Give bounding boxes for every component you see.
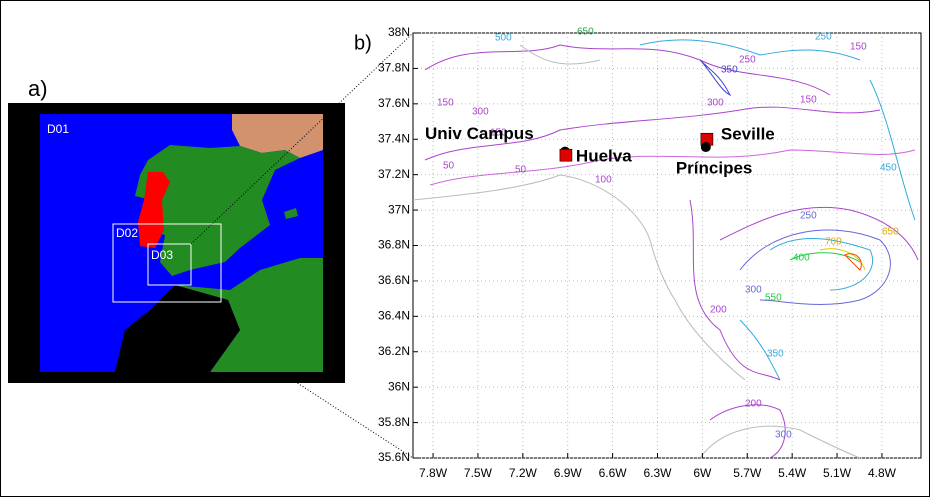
- panel-label: b): [354, 32, 372, 54]
- x-tick-label: 7.8W: [419, 466, 448, 480]
- site-label: Príncipes: [676, 159, 753, 178]
- x-tick-label: 5.7W: [733, 466, 762, 480]
- contour-label: 150: [850, 42, 867, 53]
- domain-label: D02: [116, 226, 138, 240]
- contour-label: 450: [880, 163, 897, 174]
- x-tick-label: 6.6W: [599, 466, 628, 480]
- x-tick-label: 6.9W: [554, 466, 583, 480]
- contour-label: 250: [739, 55, 756, 66]
- y-tick-label: 37.6N: [378, 96, 410, 110]
- contour-label: 350: [767, 349, 784, 360]
- contour-label: 100: [595, 175, 612, 186]
- x-tick-label: 7.2W: [509, 466, 538, 480]
- site-marker: [560, 149, 572, 161]
- domain-label: D01: [47, 122, 69, 136]
- contour-label: 200: [710, 305, 727, 316]
- contour-label: 650: [882, 227, 899, 238]
- panel-label: a): [28, 76, 48, 101]
- x-tick-label: 5.1W: [823, 466, 852, 480]
- contour-label: 650: [577, 27, 594, 38]
- y-tick-label: 37.8N: [378, 61, 410, 75]
- contour-label: 500: [495, 33, 512, 44]
- contour-label: 700: [825, 237, 842, 248]
- contour-label: 150: [800, 95, 817, 106]
- site-label: Seville: [721, 125, 775, 144]
- contour-label: 150: [437, 98, 454, 109]
- y-tick-label: 36.6N: [378, 273, 410, 287]
- contour-label: 200: [745, 399, 762, 410]
- x-tick-label: 6.3W: [643, 466, 672, 480]
- site-marker: [701, 142, 711, 152]
- y-tick-label: 37.4N: [378, 131, 410, 145]
- contour-label: 400: [793, 253, 810, 264]
- x-tick-label: 7.5W: [464, 466, 493, 480]
- contour-label: 300: [775, 430, 792, 441]
- y-tick-label: 36.2N: [378, 344, 410, 358]
- y-tick-label: 36.8N: [378, 238, 410, 252]
- figure: a) D01 D02 D03 b) 1: [0, 0, 930, 497]
- y-tick-label: 36.4N: [378, 309, 410, 323]
- contour-label: 350: [721, 65, 738, 76]
- y-tick-label: 35.8N: [378, 415, 410, 429]
- contour-label: 50: [515, 165, 527, 176]
- site-label: Univ Campus: [425, 124, 534, 143]
- x-tick-label: 6W: [693, 466, 712, 480]
- x-tick-label: 4.8W: [868, 466, 897, 480]
- contour-label: 300: [472, 107, 489, 118]
- y-tick-label: 37.2N: [378, 167, 410, 181]
- site-label: Huelva: [576, 147, 632, 166]
- contour-label: 550: [765, 293, 782, 304]
- contour-label: 300: [745, 285, 762, 296]
- x-tick-label: 5.4W: [778, 466, 807, 480]
- y-tick-label: 35.6N: [378, 450, 410, 464]
- contour-label: 300: [707, 98, 724, 109]
- y-tick-label: 37N: [388, 202, 410, 216]
- domain-map: [40, 114, 323, 372]
- y-tick-label: 38N: [388, 25, 410, 39]
- contour-label: 250: [800, 211, 817, 222]
- y-tick-label: 36N: [388, 379, 410, 393]
- contour-label: 50: [443, 161, 455, 172]
- contour-label: 250: [815, 32, 832, 43]
- domain-label: D03: [151, 248, 173, 262]
